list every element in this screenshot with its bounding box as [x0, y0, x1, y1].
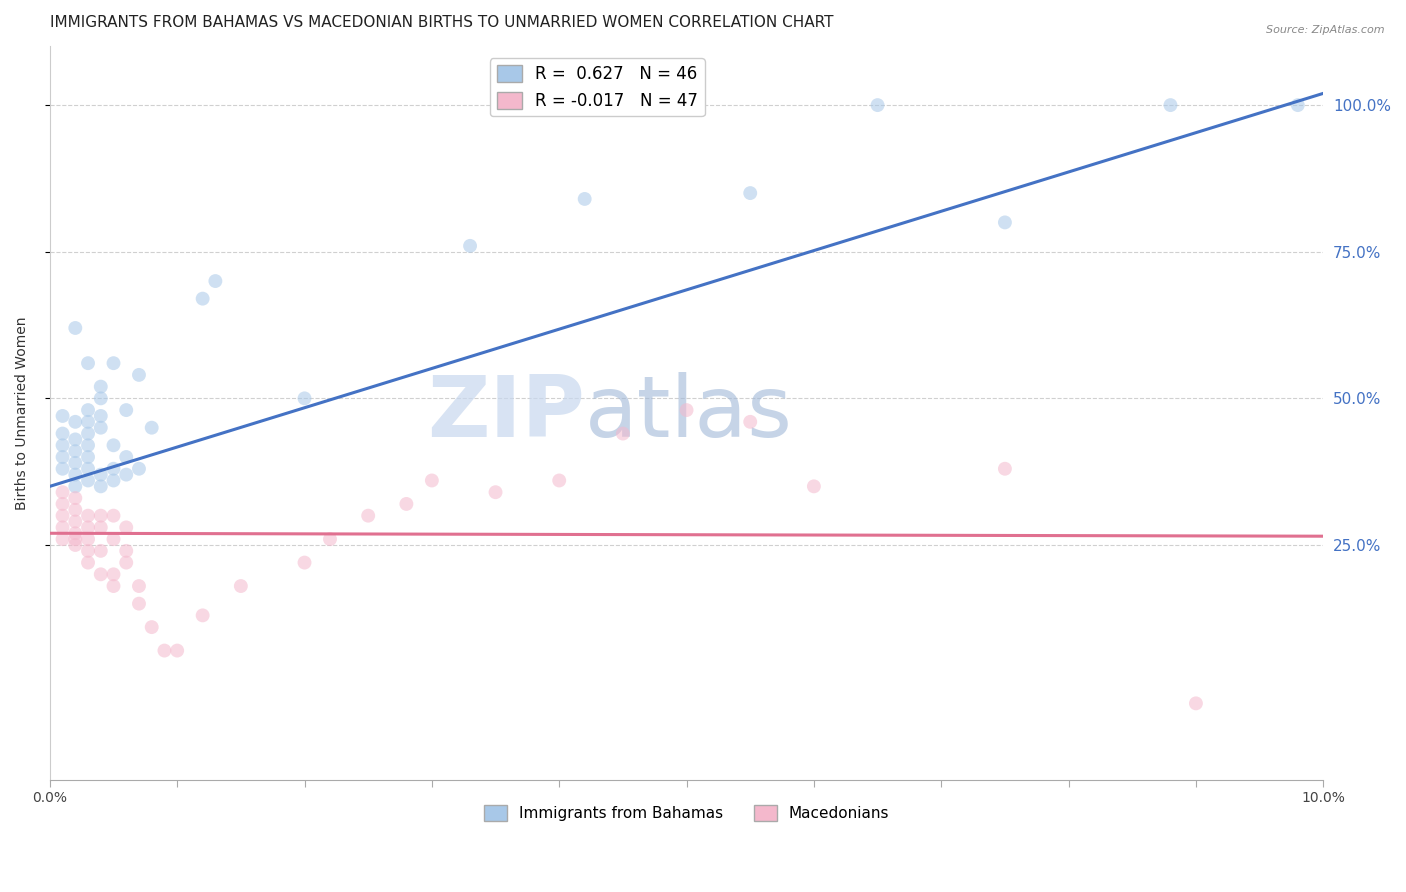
Legend: Immigrants from Bahamas, Macedonians: Immigrants from Bahamas, Macedonians: [478, 798, 896, 827]
Point: [65, 538, 87, 552]
Point: [65, 491, 87, 505]
Point: [52, 508, 75, 523]
Point: [52, 438, 75, 452]
Point: [90, 392, 112, 406]
Point: [548, 474, 571, 488]
Point: [612, 426, 634, 441]
Point: [103, 532, 125, 546]
Point: [191, 608, 214, 623]
Point: [740, 415, 762, 429]
Point: [294, 392, 316, 406]
Point: [65, 444, 87, 458]
Point: [65, 532, 87, 546]
Point: [103, 461, 125, 475]
Point: [77, 450, 100, 464]
Point: [128, 597, 150, 611]
Point: [65, 467, 87, 482]
Point: [574, 192, 596, 206]
Point: [65, 321, 87, 335]
Point: [103, 356, 125, 370]
Point: [115, 403, 138, 417]
Point: [77, 508, 100, 523]
Point: [395, 497, 418, 511]
Point: [77, 403, 100, 417]
Point: [1286, 98, 1309, 112]
Point: [740, 186, 762, 200]
Point: [65, 415, 87, 429]
Point: [141, 620, 163, 634]
Point: [52, 497, 75, 511]
Point: [803, 479, 825, 493]
Point: [458, 239, 481, 253]
Point: [675, 403, 697, 417]
Point: [115, 450, 138, 464]
Point: [77, 520, 100, 534]
Point: [65, 479, 87, 493]
Point: [77, 438, 100, 452]
Point: [90, 467, 112, 482]
Point: [994, 461, 1017, 475]
Text: Source: ZipAtlas.com: Source: ZipAtlas.com: [1267, 25, 1385, 35]
Point: [65, 526, 87, 541]
Point: [65, 503, 87, 517]
Point: [357, 508, 380, 523]
Point: [52, 532, 75, 546]
Point: [115, 520, 138, 534]
Point: [166, 643, 188, 657]
Y-axis label: Births to Unmarried Women: Births to Unmarried Women: [15, 317, 30, 509]
Point: [319, 532, 342, 546]
Text: ZIP: ZIP: [427, 372, 585, 455]
Point: [229, 579, 252, 593]
Point: [866, 98, 889, 112]
Point: [77, 544, 100, 558]
Point: [115, 556, 138, 570]
Point: [77, 461, 100, 475]
Point: [994, 215, 1017, 229]
Point: [77, 356, 100, 370]
Point: [115, 544, 138, 558]
Point: [77, 474, 100, 488]
Point: [204, 274, 226, 288]
Point: [77, 532, 100, 546]
Point: [90, 544, 112, 558]
Point: [115, 467, 138, 482]
Point: [90, 420, 112, 434]
Point: [65, 456, 87, 470]
Point: [77, 415, 100, 429]
Point: [484, 485, 506, 500]
Point: [77, 426, 100, 441]
Point: [103, 438, 125, 452]
Point: [52, 485, 75, 500]
Point: [90, 479, 112, 493]
Point: [128, 461, 150, 475]
Point: [191, 292, 214, 306]
Point: [103, 579, 125, 593]
Point: [128, 368, 150, 382]
Point: [90, 567, 112, 582]
Point: [52, 409, 75, 423]
Point: [52, 426, 75, 441]
Point: [1185, 697, 1208, 711]
Point: [65, 515, 87, 529]
Point: [141, 420, 163, 434]
Point: [52, 450, 75, 464]
Point: [52, 520, 75, 534]
Point: [90, 409, 112, 423]
Point: [1159, 98, 1181, 112]
Text: atlas: atlas: [585, 372, 793, 455]
Point: [52, 461, 75, 475]
Point: [153, 643, 176, 657]
Point: [103, 508, 125, 523]
Point: [103, 567, 125, 582]
Point: [77, 556, 100, 570]
Point: [103, 474, 125, 488]
Point: [65, 433, 87, 447]
Point: [294, 556, 316, 570]
Point: [90, 520, 112, 534]
Point: [90, 379, 112, 393]
Text: IMMIGRANTS FROM BAHAMAS VS MACEDONIAN BIRTHS TO UNMARRIED WOMEN CORRELATION CHAR: IMMIGRANTS FROM BAHAMAS VS MACEDONIAN BI…: [49, 15, 834, 30]
Point: [128, 579, 150, 593]
Point: [90, 508, 112, 523]
Point: [420, 474, 443, 488]
